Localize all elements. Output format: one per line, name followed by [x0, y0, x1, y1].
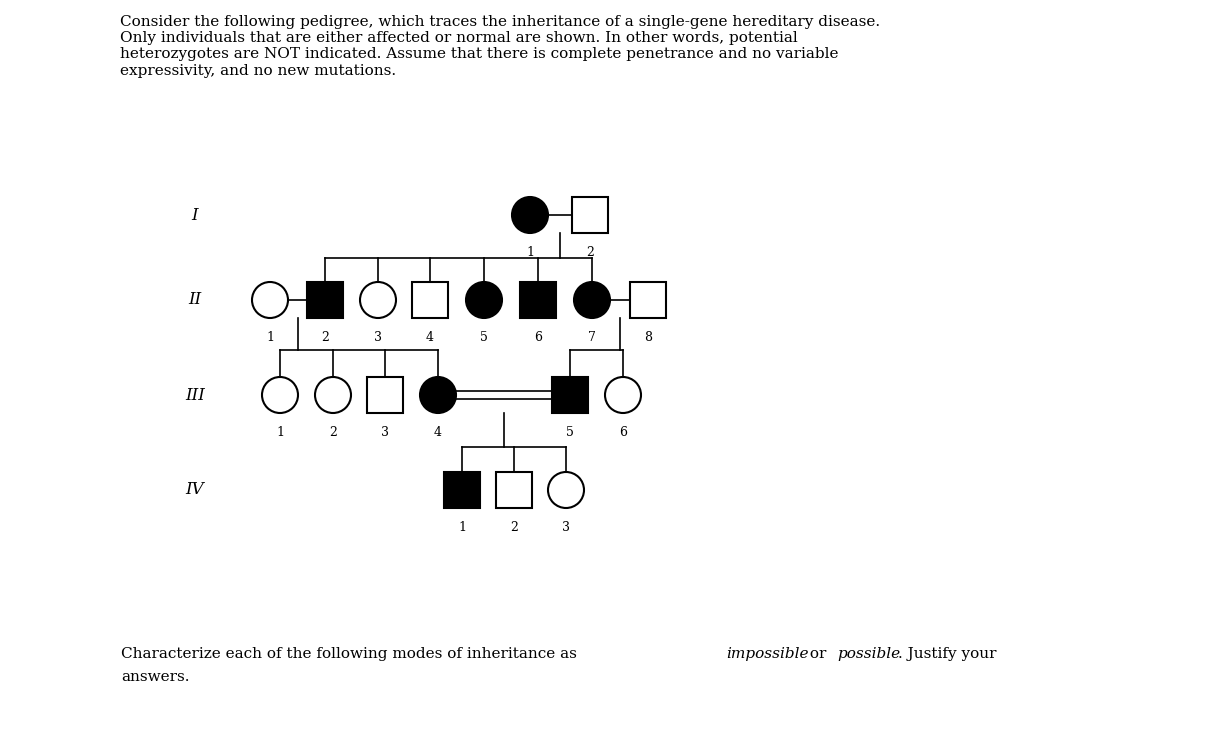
Circle shape [361, 282, 396, 318]
Text: 6: 6 [619, 426, 626, 439]
Bar [307, 282, 344, 318]
Circle shape [262, 377, 297, 413]
Text: 1: 1 [526, 246, 534, 259]
Text: impossible: impossible [726, 647, 809, 661]
Text: 1: 1 [458, 521, 466, 534]
Circle shape [605, 377, 641, 413]
Text: Characterize each of the following modes of inheritance as: Characterize each of the following modes… [121, 647, 583, 661]
Text: 6: 6 [534, 331, 541, 344]
Circle shape [512, 197, 548, 233]
Text: 2: 2 [510, 521, 518, 534]
Circle shape [253, 282, 288, 318]
Text: 5: 5 [566, 426, 574, 439]
Text: II: II [188, 292, 202, 308]
Text: 7: 7 [588, 331, 596, 344]
Circle shape [548, 472, 584, 508]
Circle shape [574, 282, 609, 318]
Text: 2: 2 [329, 426, 337, 439]
Text: I: I [192, 206, 198, 224]
Text: 5: 5 [480, 331, 488, 344]
Text: 3: 3 [381, 426, 388, 439]
Text: 4: 4 [426, 331, 433, 344]
Text: 4: 4 [433, 426, 442, 439]
Text: 8: 8 [643, 331, 652, 344]
Bar [552, 377, 588, 413]
Text: possible: possible [838, 647, 901, 661]
Text: . Justify your: . Justify your [898, 647, 997, 661]
Bar [520, 282, 556, 318]
Text: IV: IV [186, 482, 204, 499]
Text: 2: 2 [586, 246, 594, 259]
Text: answers.: answers. [121, 670, 189, 684]
Circle shape [466, 282, 503, 318]
Bar [630, 282, 666, 318]
Text: III: III [185, 387, 205, 404]
Bar [412, 282, 448, 318]
Text: 3: 3 [562, 521, 571, 534]
Circle shape [420, 377, 456, 413]
Bar [497, 472, 532, 508]
Text: or: or [805, 647, 832, 661]
Bar [444, 472, 480, 508]
Bar [367, 377, 403, 413]
Text: 1: 1 [266, 331, 274, 344]
Text: 2: 2 [320, 331, 329, 344]
Text: 3: 3 [374, 331, 382, 344]
Text: 1: 1 [276, 426, 284, 439]
Bar [572, 197, 608, 233]
Text: Consider the following pedigree, which traces the inheritance of a single-gene h: Consider the following pedigree, which t… [120, 15, 880, 77]
Circle shape [314, 377, 351, 413]
